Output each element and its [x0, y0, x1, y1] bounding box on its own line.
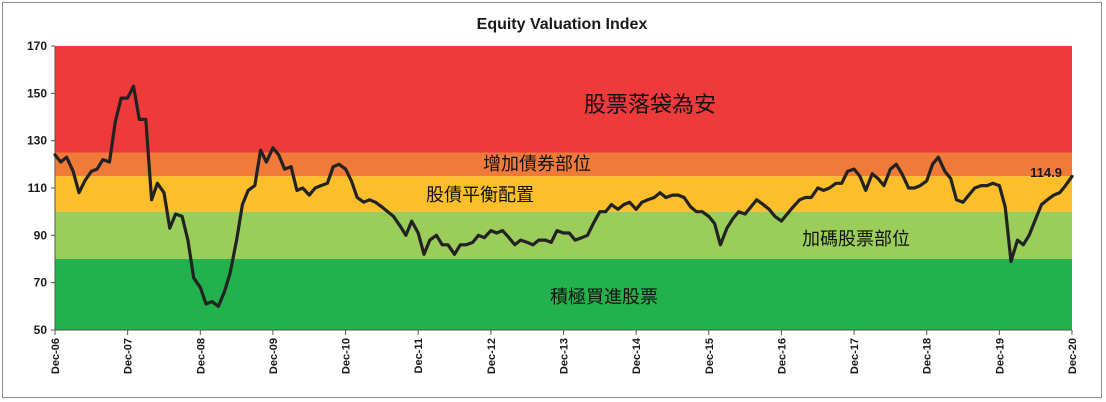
- x-tick-label: Dec-14: [631, 337, 643, 374]
- x-tick-label: Dec-07: [123, 338, 135, 374]
- zone-label-take-profit: 股票落袋為安: [584, 93, 716, 118]
- x-tick-label: Dec-12: [486, 338, 498, 374]
- x-tick-label: Dec-19: [994, 338, 1006, 374]
- x-tick-label: Dec-09: [268, 338, 280, 374]
- zone-label-buy-equities: 積極買進股票: [550, 287, 658, 308]
- band-3: [55, 152, 1072, 177]
- x-tick-label: Dec-11: [413, 338, 425, 373]
- zone-label-add-bonds: 增加債券部位: [483, 154, 591, 175]
- end-value-label: 114.9: [1030, 165, 1062, 180]
- y-tick-label: 130: [27, 134, 47, 148]
- x-tick-label: Dec-08: [195, 338, 207, 374]
- x-axis: Dec-06 Dec-07 Dec-08 Dec-09 Dec-10 Dec-11 Dec-…: [50, 329, 1079, 374]
- x-tick-label: Dec-20: [1067, 338, 1079, 374]
- band-1: [55, 211, 1072, 259]
- band-4: [55, 46, 1072, 153]
- zone-label-add-equities: 加碼股票部位: [802, 229, 910, 250]
- y-axis: 50 70 90 110 130 150 170: [27, 39, 56, 337]
- zone-label-balanced: 股債平衡配置: [426, 185, 534, 206]
- zone-labels: 股票落袋為安 增加債券部位 股債平衡配置 加碼股票部位 積極買進股票: [426, 93, 910, 308]
- y-tick-label: 70: [34, 276, 48, 290]
- x-tick-label: Dec-17: [849, 338, 861, 374]
- y-tick-label: 150: [27, 86, 47, 100]
- band-2: [55, 176, 1072, 212]
- x-tick-label: Dec-15: [704, 338, 716, 374]
- y-tick-label: 50: [34, 323, 48, 337]
- y-tick-label: 170: [27, 39, 47, 53]
- valuation-bands: [55, 46, 1072, 330]
- x-tick-label: Dec-10: [341, 338, 353, 374]
- chart-title: Equity Valuation Index: [477, 16, 648, 33]
- x-tick-label: Dec-13: [559, 338, 571, 374]
- y-tick-label: 110: [28, 181, 48, 195]
- x-tick-label: Dec-18: [922, 338, 934, 374]
- y-tick-label: 90: [34, 228, 48, 242]
- x-tick-label: Dec-16: [776, 338, 788, 374]
- x-tick-label: Dec-06: [50, 338, 62, 374]
- series-line: [53, 84, 1074, 308]
